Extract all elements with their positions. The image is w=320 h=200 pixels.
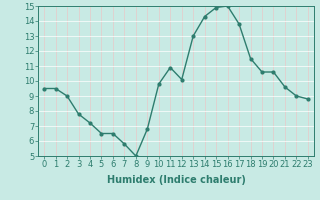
X-axis label: Humidex (Indice chaleur): Humidex (Indice chaleur) — [107, 175, 245, 185]
